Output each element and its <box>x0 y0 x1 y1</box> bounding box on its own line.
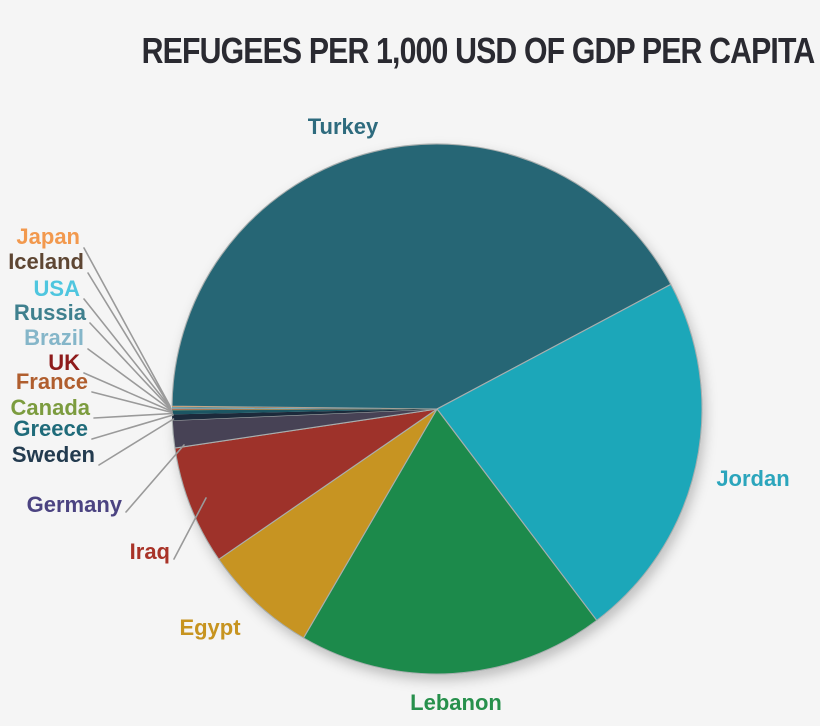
leader-line-iraq <box>173 497 207 560</box>
pie-slice-greece <box>172 409 437 415</box>
leader-line-japan <box>83 247 171 407</box>
slice-label-lebanon: Lebanon <box>410 690 502 715</box>
pie-slice-turkey <box>171 143 672 410</box>
pie-slice-lebanon <box>302 408 598 675</box>
slice-label-turkey: Turkey <box>307 114 379 139</box>
pie-slice-sweden <box>172 409 438 421</box>
leader-line-usa <box>83 298 172 410</box>
slice-label-germany: Germany <box>26 492 122 517</box>
leader-line-france <box>91 391 173 414</box>
leader-line-sweden <box>98 418 175 466</box>
pie-slice-iraq <box>174 408 438 560</box>
leader-lines-group <box>83 247 207 560</box>
pie-slice-brazil <box>171 408 438 409</box>
pie-slices-group <box>171 143 703 675</box>
chart-title: REFUGEES PER 1,000 USD OF GDP PER CAPITA <box>141 30 816 71</box>
pie-slice-jordan <box>436 283 703 621</box>
slice-label-france: France <box>15 369 88 394</box>
slice-label-greece: Greece <box>13 416 88 441</box>
slice-label-usa: USA <box>33 276 80 301</box>
slice-label-japan: Japan <box>16 224 80 249</box>
leader-line-greece <box>91 414 174 440</box>
pie-slice-egypt <box>218 408 438 639</box>
pie-slice-france <box>171 409 438 410</box>
leader-line-canada <box>93 412 174 419</box>
pie-slice-canada <box>171 409 437 411</box>
pie-slice-iceland <box>172 406 437 409</box>
slice-label-brazil: Brazil <box>24 325 84 350</box>
pie-slice-japan <box>172 406 437 409</box>
slice-label-iraq: Iraq <box>129 539 170 564</box>
slice-label-jordan: Jordan <box>716 466 790 491</box>
leader-line-russia <box>89 322 172 411</box>
slice-label-sweden: Sweden <box>11 442 95 467</box>
pie-slice-usa <box>172 407 437 409</box>
leader-line-uk <box>83 372 173 413</box>
leader-line-brazil <box>87 348 173 412</box>
slice-label-uk: UK <box>48 350 80 375</box>
slice-label-egypt: Egypt <box>179 615 241 640</box>
leader-line-germany <box>125 444 185 513</box>
pie-slice-uk <box>171 408 437 410</box>
pie-slice-russia <box>171 407 437 409</box>
slice-label-iceland: Iceland <box>8 249 84 274</box>
leader-line-iceland <box>87 272 172 409</box>
slice-label-canada: Canada <box>10 395 90 420</box>
slice-label-russia: Russia <box>13 300 86 325</box>
